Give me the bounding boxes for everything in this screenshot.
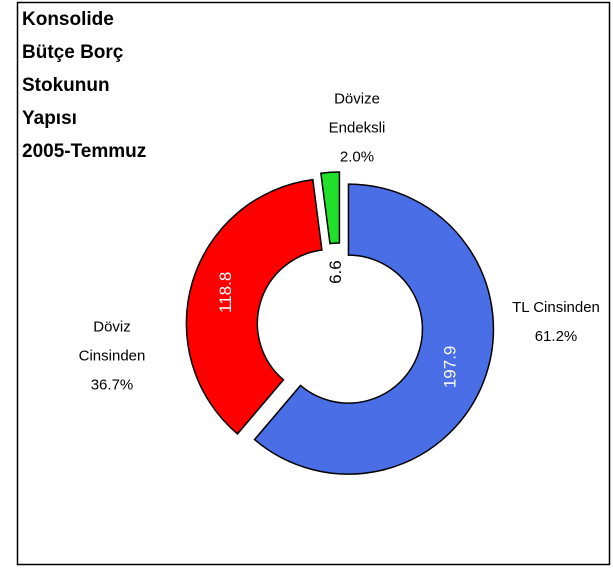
value-label: 6.6 [326, 260, 345, 284]
percentage-label: 2.0% [339, 148, 375, 166]
chart-title: Bütçe Borç [22, 42, 124, 63]
donut-slice [185, 178, 323, 435]
chart-title: Konsolide [22, 9, 114, 30]
percentage-label: 61.2% [534, 328, 578, 345]
category-label: Dövize Endeksli 2.0% [307, 85, 407, 172]
donut-slice [320, 171, 341, 245]
category-label: Döviz Cinsinden 36.7% [62, 313, 162, 400]
category-name: Dövize Endeksli [328, 90, 386, 137]
category-name: TL Cinsinden [512, 299, 600, 316]
chart-frame [16, 1, 611, 566]
value-label: 118.8 [216, 272, 235, 313]
category-label: TL Cinsinden 61.2% [506, 293, 606, 351]
category-name: Döviz Cinsinden [78, 318, 146, 365]
donut-slice [253, 183, 495, 475]
chart-title: Yapısı [22, 108, 77, 129]
percentage-label: 36.7% [90, 376, 134, 394]
value-label: 197.9 [441, 346, 460, 389]
chart-title: 2005-Temmuz [22, 141, 146, 162]
chart-title: Stokunun [22, 75, 110, 96]
